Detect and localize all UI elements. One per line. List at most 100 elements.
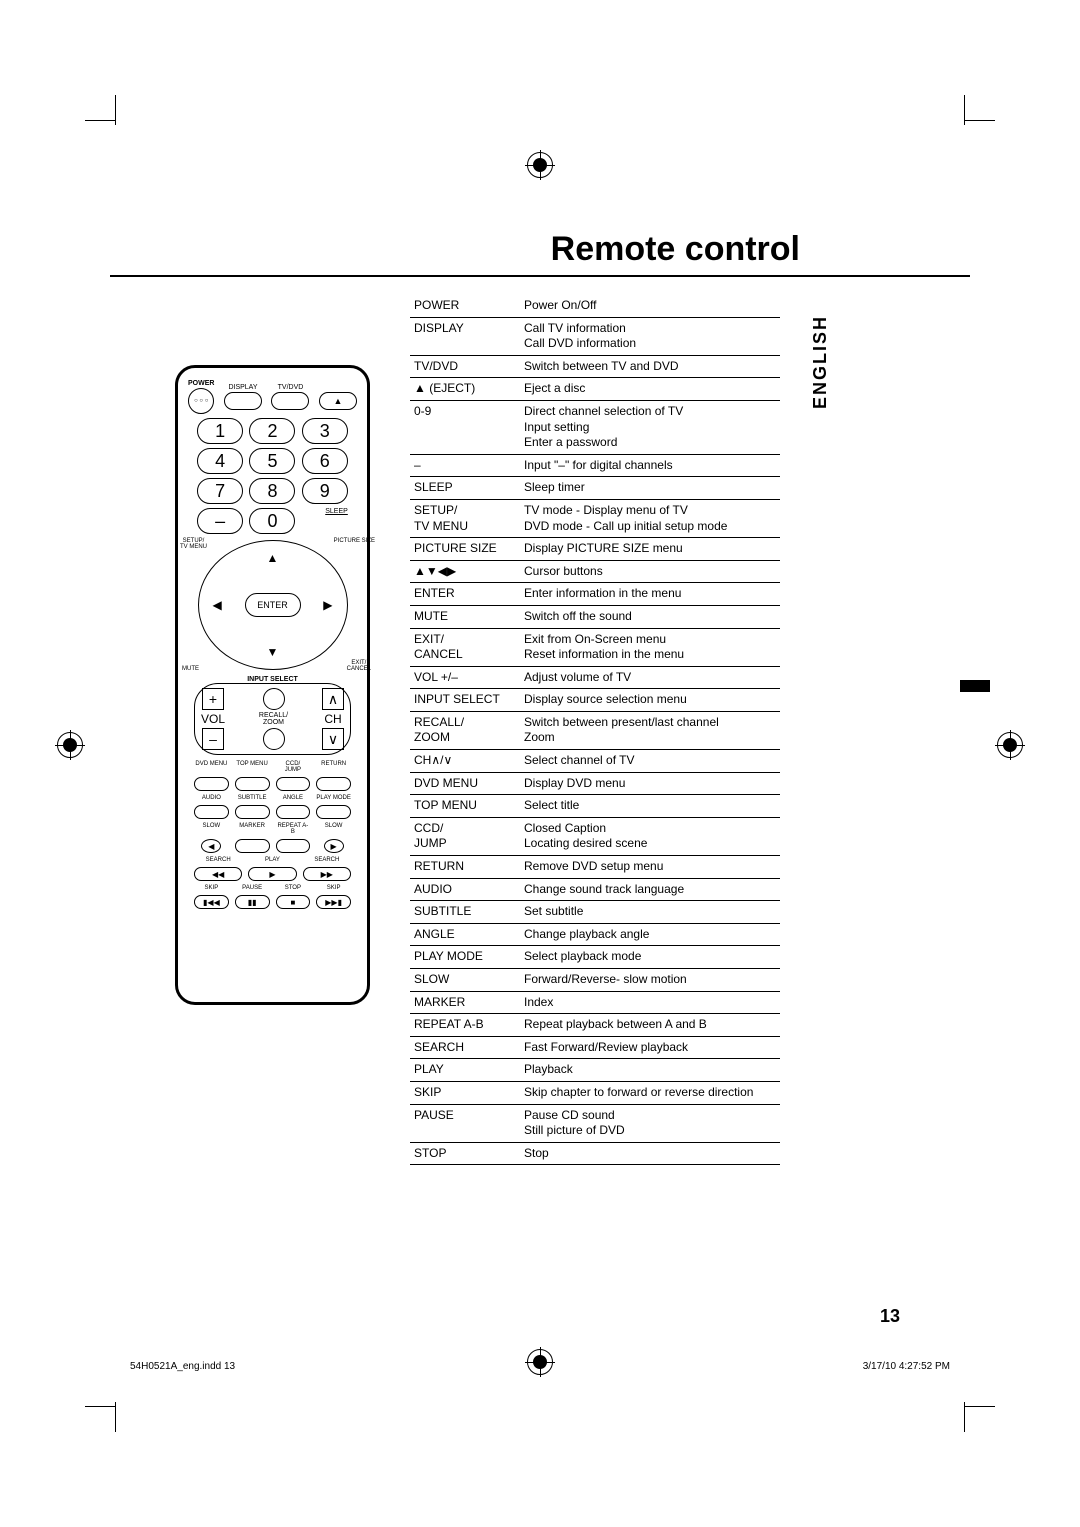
- num-8: 8: [249, 478, 295, 504]
- num-dash: –: [197, 508, 243, 534]
- func-desc: Change playback angle: [520, 923, 780, 946]
- table-row: SLOWForward/Reverse- slow motion: [410, 969, 780, 992]
- func-key: PAUSE: [410, 1104, 520, 1142]
- pause-button: ▮▮: [235, 895, 270, 909]
- table-row: EXIT/ CANCELExit from On-Screen menu Res…: [410, 628, 780, 666]
- func-key: SUBTITLE: [410, 901, 520, 924]
- num-1: 1: [197, 418, 243, 444]
- dvdmenu-button: [194, 777, 229, 791]
- table-row: TV/DVDSwitch between TV and DVD: [410, 355, 780, 378]
- mute-label: MUTE: [182, 666, 199, 672]
- repeat-label: REPEAT A-B: [276, 823, 311, 835]
- recall-label: RECALL/ ZOOM: [259, 712, 288, 726]
- picsize-label: PICTURE SIZE: [334, 538, 375, 544]
- table-row: ▲ (EJECT)Eject a disc: [410, 378, 780, 401]
- func-desc: TV mode - Display menu of TV DVD mode - …: [520, 499, 780, 537]
- ch-up: ∧: [322, 688, 344, 710]
- func-desc: Switch between TV and DVD: [520, 355, 780, 378]
- func-desc: Cursor buttons: [520, 560, 780, 583]
- tvdvd-button: [271, 392, 309, 410]
- power-label: POWER: [188, 380, 214, 387]
- table-row: MARKERIndex: [410, 991, 780, 1014]
- func-key: EXIT/ CANCEL: [410, 628, 520, 666]
- table-row: DVD MENUDisplay DVD menu: [410, 772, 780, 795]
- topmenu-button: [235, 777, 270, 791]
- num-3: 3: [302, 418, 348, 444]
- display-label: DISPLAY: [228, 384, 257, 391]
- eject-button: ▲: [319, 392, 357, 410]
- input-select-button: [263, 688, 285, 710]
- num-7: 7: [197, 478, 243, 504]
- slow-rev-button: ◀: [201, 839, 221, 853]
- table-row: DISPLAYCall TV information Call DVD info…: [410, 317, 780, 355]
- func-key: AUDIO: [410, 878, 520, 901]
- func-desc: Switch off the sound: [520, 605, 780, 628]
- func-key: PLAY MODE: [410, 946, 520, 969]
- display-button: [224, 392, 262, 410]
- table-row: –Input "–" for digital channels: [410, 454, 780, 477]
- footer-timestamp: 3/17/10 4:27:52 PM: [863, 1361, 950, 1372]
- table-row: TOP MENUSelect title: [410, 795, 780, 818]
- func-key: POWER: [410, 295, 520, 317]
- func-key: VOL +/–: [410, 666, 520, 689]
- func-key: ▲ (EJECT): [410, 378, 520, 401]
- remote-diagram: POWER ○ ○ ○ DISPLAY TV/DVD ▲: [175, 365, 370, 1005]
- playmode-button: [316, 805, 351, 819]
- func-key: SETUP/ TV MENU: [410, 499, 520, 537]
- registration-mark: [55, 730, 85, 760]
- arrow-left-icon: ◀: [213, 598, 222, 612]
- func-key: RECALL/ ZOOM: [410, 711, 520, 749]
- num-4: 4: [197, 448, 243, 474]
- func-key: ENTER: [410, 583, 520, 606]
- table-row: VOL +/–Adjust volume of TV: [410, 666, 780, 689]
- func-key: ANGLE: [410, 923, 520, 946]
- func-key: MUTE: [410, 605, 520, 628]
- func-key: MARKER: [410, 991, 520, 1014]
- table-row: SKIPSkip chapter to forward or reverse d…: [410, 1081, 780, 1104]
- ch-label: CH: [324, 712, 341, 726]
- func-desc: Exit from On-Screen menu Reset informati…: [520, 628, 780, 666]
- footer-filename: 54H0521A_eng.indd 13: [130, 1361, 235, 1372]
- func-key: CH∧/∨: [410, 750, 520, 773]
- table-row: INPUT SELECTDisplay source selection men…: [410, 689, 780, 712]
- power-button: ○ ○ ○: [188, 388, 214, 414]
- func-desc: Power On/Off: [520, 295, 780, 317]
- func-desc: Sleep timer: [520, 477, 780, 500]
- play-button: ▶: [248, 867, 296, 881]
- func-key: DISPLAY: [410, 317, 520, 355]
- eject-icon: ▲: [334, 396, 343, 406]
- table-row: ▲▼◀▶Cursor buttons: [410, 560, 780, 583]
- func-desc: Input "–" for digital channels: [520, 454, 780, 477]
- skip-rev-button: ▮◀◀: [194, 895, 229, 909]
- func-desc: Change sound track language: [520, 878, 780, 901]
- arrow-right-icon: ▶: [323, 598, 332, 612]
- ch-down: ∨: [322, 728, 344, 750]
- num-0: 0: [249, 508, 295, 534]
- stop-label: STOP: [276, 885, 311, 891]
- page-number: 13: [880, 1306, 900, 1327]
- func-desc: Closed Caption Locating desired scene: [520, 817, 780, 855]
- arrow-up-icon: ▲: [267, 551, 279, 565]
- crop-mark: [85, 1406, 115, 1407]
- input-select-label: INPUT SELECT: [188, 676, 357, 683]
- table-row: ENTEREnter information in the menu: [410, 583, 780, 606]
- search-fwd-button: ▶▶: [303, 867, 351, 881]
- table-row: SETUP/ TV MENUTV mode - Display menu of …: [410, 499, 780, 537]
- func-key: 0-9: [410, 400, 520, 454]
- func-desc: Repeat playback between A and B: [520, 1014, 780, 1037]
- table-row: SEARCHFast Forward/Review playback: [410, 1036, 780, 1059]
- func-key: DVD MENU: [410, 772, 520, 795]
- func-desc: Display DVD menu: [520, 772, 780, 795]
- func-desc: Adjust volume of TV: [520, 666, 780, 689]
- audio-label: AUDIO: [194, 795, 229, 801]
- table-row: POWERPower On/Off: [410, 295, 780, 317]
- search-rev-button: ◀◀: [194, 867, 242, 881]
- table-row: PAUSEPause CD sound Still picture of DVD: [410, 1104, 780, 1142]
- play-label: PLAY: [248, 857, 296, 863]
- search-fwd-label: SEARCH: [303, 857, 351, 863]
- repeat-button: [276, 839, 311, 853]
- func-desc: Display PICTURE SIZE menu: [520, 538, 780, 561]
- func-desc: Call TV information Call DVD information: [520, 317, 780, 355]
- func-desc: Pause CD sound Still picture of DVD: [520, 1104, 780, 1142]
- table-row: STOPStop: [410, 1142, 780, 1165]
